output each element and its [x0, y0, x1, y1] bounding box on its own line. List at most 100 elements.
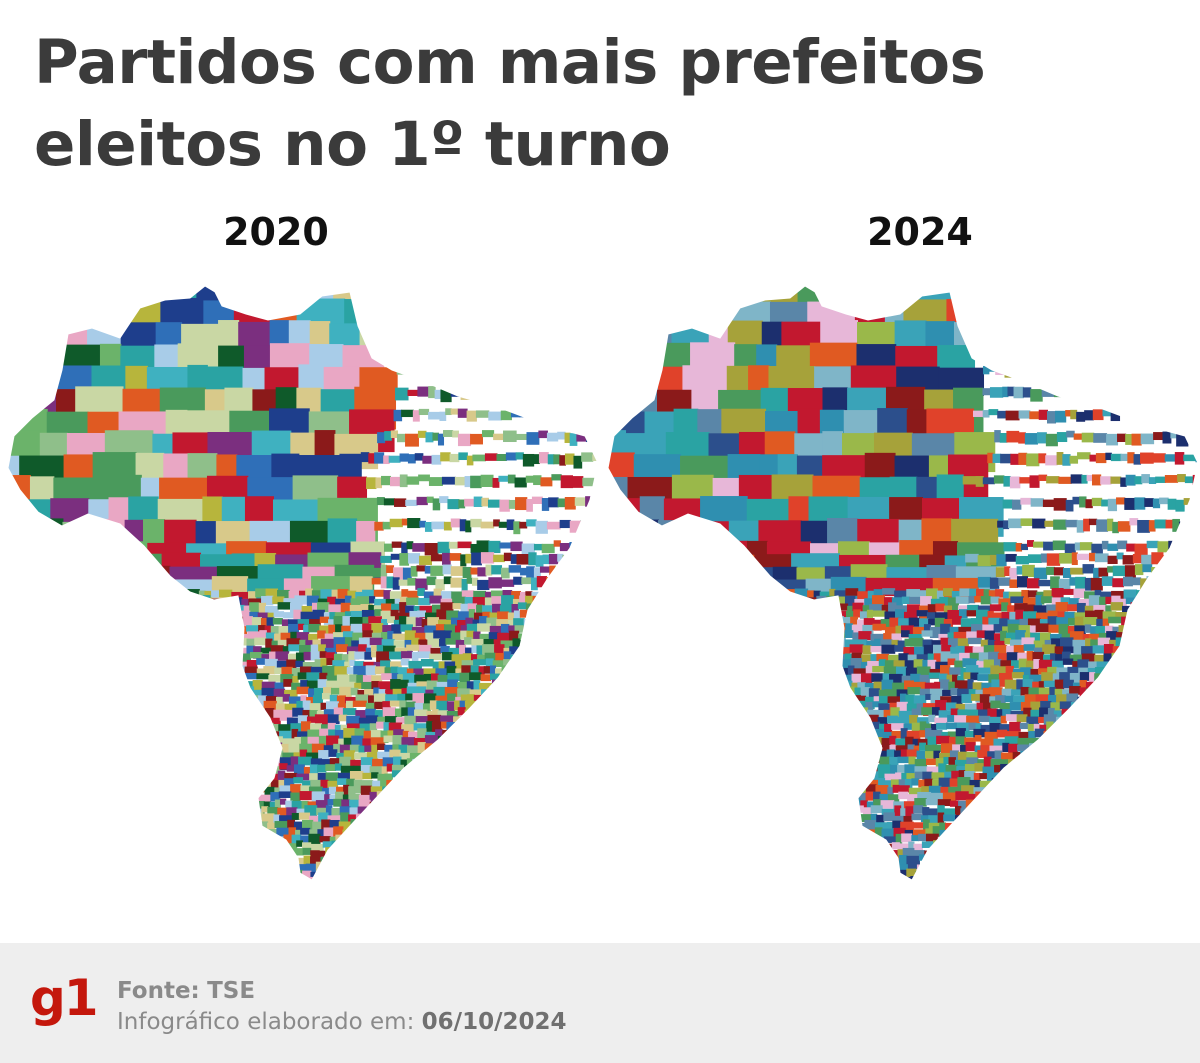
- municipality-cell: [449, 742, 458, 749]
- municipality-cell: [79, 609, 88, 621]
- municipality-cell: [142, 870, 153, 880]
- municipality-cell: [26, 721, 36, 728]
- municipality-cell: [210, 660, 219, 672]
- municipality-cell: [563, 645, 570, 658]
- municipality-cell: [450, 847, 459, 860]
- municipality-cell: [137, 715, 146, 722]
- municipality-cell: [0, 885, 8, 888]
- municipality-cell: [645, 618, 656, 630]
- municipality-cell: [44, 688, 52, 696]
- municipality-cell: [405, 343, 415, 350]
- municipality-cell: [12, 672, 19, 681]
- municipality-cell: [244, 666, 258, 674]
- municipality-cell: [972, 646, 985, 655]
- municipality-cell: [134, 730, 143, 739]
- municipality-cell: [576, 666, 586, 679]
- municipality-cell: [545, 301, 554, 314]
- municipality-cell: [8, 770, 12, 782]
- municipality-cell: [120, 646, 130, 653]
- municipality-cell: [8, 744, 14, 758]
- municipality-cell: [557, 701, 570, 711]
- municipality-cell: [151, 661, 159, 669]
- municipality-cell: [68, 842, 78, 855]
- municipality-cell: [425, 885, 434, 888]
- municipality-cell: [348, 651, 356, 664]
- municipality-cell: [1180, 651, 1189, 658]
- municipality-cell: [1079, 672, 1091, 681]
- municipality-cell: [573, 660, 586, 674]
- municipality-cell: [11, 757, 20, 767]
- municipality-cell: [256, 658, 266, 665]
- municipality-cell: [303, 624, 310, 633]
- municipality-cell: [1173, 579, 1187, 587]
- municipality-cell: [30, 812, 37, 820]
- municipality-cell: [581, 567, 591, 577]
- municipality-cell: [175, 847, 184, 860]
- municipality-cell: [292, 675, 299, 683]
- municipality-cell: [335, 791, 344, 802]
- municipality-cell: [1059, 552, 1073, 564]
- municipality-cell: [359, 723, 371, 736]
- municipality-cell: [785, 666, 792, 676]
- municipality-cell: [190, 658, 201, 667]
- municipality-cell: [72, 696, 87, 709]
- municipality-cell: [360, 452, 370, 463]
- municipality-cell: [1042, 644, 1056, 655]
- municipality-cell: [93, 631, 106, 639]
- municipality-cell: [444, 758, 458, 767]
- municipality-cell: [955, 645, 966, 659]
- municipality-cell: [541, 543, 555, 554]
- municipality-cell: [520, 567, 528, 576]
- municipality-cell: [300, 785, 310, 795]
- municipality-cell: [52, 661, 60, 672]
- municipality-cell: [170, 653, 184, 662]
- municipality-cell: [95, 842, 103, 855]
- municipality-cell: [207, 667, 216, 677]
- municipality-cell: [612, 666, 624, 676]
- municipality-cells-2020: [0, 286, 598, 888]
- municipality-cell: [387, 630, 394, 644]
- municipality-cell: [1167, 388, 1177, 398]
- municipality-cell: [356, 674, 364, 685]
- municipality-cell: [490, 756, 499, 769]
- municipality-cell: [751, 667, 761, 677]
- municipality-cell: [966, 631, 978, 642]
- municipality-cell: [1026, 286, 1035, 290]
- municipality-cell: [560, 801, 569, 810]
- municipality-cell: [433, 885, 442, 888]
- municipality-cell: [556, 679, 566, 693]
- municipality-cell: [157, 724, 171, 735]
- municipality-cell: [1065, 519, 1078, 528]
- municipality-cell: [424, 565, 432, 574]
- municipality-cell: [198, 666, 209, 678]
- municipality-cell: [404, 862, 417, 870]
- municipality-cell: [514, 744, 523, 752]
- municipality-cell: [681, 618, 693, 630]
- municipality-cell: [66, 674, 79, 685]
- municipality-cell: [1181, 633, 1191, 647]
- municipality-cell: [1067, 604, 1078, 612]
- municipality-cell: [561, 813, 571, 821]
- municipality-cell: [1027, 554, 1042, 563]
- municipality-cell: [455, 829, 465, 842]
- municipality-cell: [9, 807, 20, 816]
- municipality-cell: [795, 646, 810, 657]
- municipality-cell: [491, 875, 500, 880]
- municipality-cell: [648, 639, 657, 649]
- municipality-cell: [212, 770, 220, 779]
- municipality-cell: [419, 792, 433, 801]
- municipality-cell: [103, 886, 115, 888]
- municipality-cell: [1138, 286, 1150, 291]
- municipality-cell: [371, 744, 379, 755]
- municipality-cell: [93, 878, 103, 880]
- municipality-cell: [345, 700, 354, 714]
- municipality-cell: [497, 611, 509, 625]
- municipality-cell: [1009, 639, 1023, 651]
- municipality-cell: [376, 651, 390, 663]
- municipality-cell: [574, 688, 584, 701]
- municipality-cell: [169, 566, 218, 582]
- municipality-cell: [592, 605, 598, 612]
- municipality-cell: [81, 681, 89, 689]
- municipality-cell: [691, 666, 700, 676]
- municipality-cell: [454, 785, 468, 799]
